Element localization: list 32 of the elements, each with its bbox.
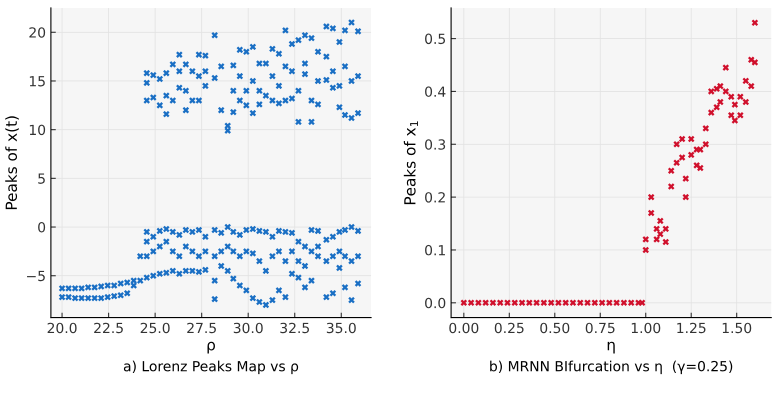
y-tick-label: 20 — [29, 27, 46, 38]
x-tick-label: 1.00 — [632, 322, 660, 334]
x-axis-title: η — [608, 342, 615, 354]
y-axis-title: Peaks of x$_{1}$ — [404, 121, 418, 204]
x-tick-label: 35.0 — [326, 322, 356, 334]
y-tick-label: 0.3 — [425, 139, 446, 150]
x-axis-title: ρ — [208, 342, 215, 354]
text: b) MRNN BIfurcation vs η (γ=0.25) — [490, 360, 732, 374]
x-tick-label: 27.5 — [187, 322, 216, 334]
x-tick-label: 1.50 — [722, 322, 752, 334]
text: a) Lorenz Peaks Map vs ρ — [124, 360, 298, 374]
y-tick-label: −5 — [27, 270, 45, 282]
x-tick-label: 25.0 — [140, 322, 170, 334]
y-tick-label: 0.5 — [425, 34, 446, 44]
x-tick-label: 22.5 — [94, 322, 123, 334]
y-tick-label: 0.0 — [425, 298, 446, 308]
x-tick-label: 0.25 — [494, 322, 524, 334]
y-tick-label: 0.4 — [425, 86, 446, 97]
x-tick-label: 20.0 — [48, 322, 77, 334]
x-tick-label: 0.00 — [449, 322, 478, 334]
y-tick-label: 10 — [30, 124, 46, 136]
y-tick-label: 0 — [38, 222, 46, 233]
x-tick-label: 30.0 — [234, 322, 263, 334]
x-tick-label: 32.5 — [280, 322, 309, 334]
x-tick-label: 0.50 — [540, 322, 570, 334]
x-tick-label: 0.75 — [586, 322, 615, 334]
y-tick-label: 0.2 — [425, 192, 445, 203]
y-tick-label: 5 — [38, 174, 45, 184]
y-axis-title: Peaks of x(t) — [5, 116, 19, 210]
y-tick-label: 0.1 — [425, 244, 445, 256]
y-tick-label: 15 — [30, 76, 45, 86]
x-tick-label: 1.25 — [677, 322, 706, 334]
